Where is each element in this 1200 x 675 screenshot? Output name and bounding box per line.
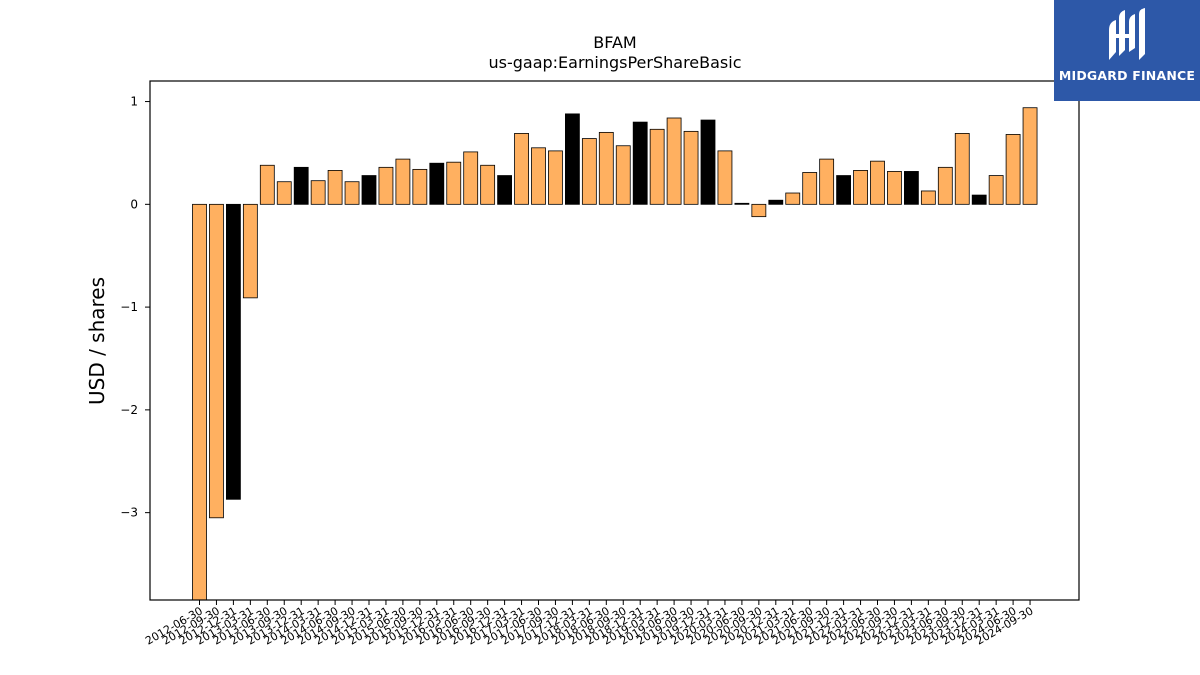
bar xyxy=(971,194,987,205)
bar xyxy=(615,145,631,205)
bar xyxy=(700,119,716,205)
bar xyxy=(768,199,784,205)
bar xyxy=(683,130,699,205)
chart-subtitle: us-gaap:EarningsPerShareBasic xyxy=(488,53,741,72)
plot-frame xyxy=(149,80,1080,601)
bar xyxy=(887,171,902,205)
bar xyxy=(259,164,275,205)
logo-mark-icon xyxy=(1109,8,1145,60)
bar xyxy=(1022,107,1038,205)
bar xyxy=(954,133,970,205)
bar xyxy=(225,203,241,500)
bar xyxy=(463,151,479,205)
bar xyxy=(802,172,818,205)
bar xyxy=(717,150,733,205)
bar xyxy=(734,202,750,205)
bar xyxy=(988,175,1004,205)
bar xyxy=(361,175,377,205)
bar xyxy=(242,203,258,299)
bar xyxy=(581,138,597,205)
y-tick-label: 1 xyxy=(130,95,138,109)
bar xyxy=(666,117,682,205)
bar xyxy=(395,158,411,205)
bar xyxy=(632,121,648,205)
y-tick-label: −2 xyxy=(120,403,138,417)
y-tick-label: 0 xyxy=(130,197,138,211)
bar xyxy=(378,166,394,205)
bar xyxy=(327,170,343,205)
bar xyxy=(937,166,953,205)
brand-logo: MIDGARD FINANCE xyxy=(1054,0,1200,101)
bar xyxy=(870,160,885,205)
bar xyxy=(920,190,936,205)
bar xyxy=(649,128,665,205)
bar xyxy=(446,161,462,205)
bar xyxy=(836,175,851,205)
y-tick-label: −3 xyxy=(120,506,138,520)
bar xyxy=(751,203,767,218)
y-axis: 1 0 −1 −2 −3 xyxy=(120,95,150,520)
y-axis-label: USD / shares xyxy=(85,277,109,405)
bar xyxy=(497,175,513,205)
bars xyxy=(192,107,1038,601)
bar xyxy=(480,164,496,205)
bar xyxy=(565,113,580,205)
bar xyxy=(276,181,292,205)
bar xyxy=(344,181,360,205)
bar xyxy=(293,166,309,205)
bar xyxy=(531,147,546,205)
bar xyxy=(429,162,445,205)
logo-text: MIDGARD FINANCE xyxy=(1058,68,1196,83)
bar xyxy=(310,180,326,205)
bar xyxy=(785,192,801,205)
bar xyxy=(1005,134,1021,205)
bar xyxy=(598,131,614,205)
bar xyxy=(412,168,428,205)
bar xyxy=(853,170,868,205)
bar xyxy=(904,171,919,205)
chart-title: BFAM xyxy=(593,33,636,52)
bar xyxy=(514,133,529,205)
bar xyxy=(548,150,563,205)
bar xyxy=(209,203,224,519)
bar xyxy=(192,203,207,601)
bar xyxy=(819,158,835,205)
x-axis: 2012-06-302012-09-302012-12-312013-03-31… xyxy=(143,600,1036,648)
y-tick-label: −1 xyxy=(120,300,138,314)
